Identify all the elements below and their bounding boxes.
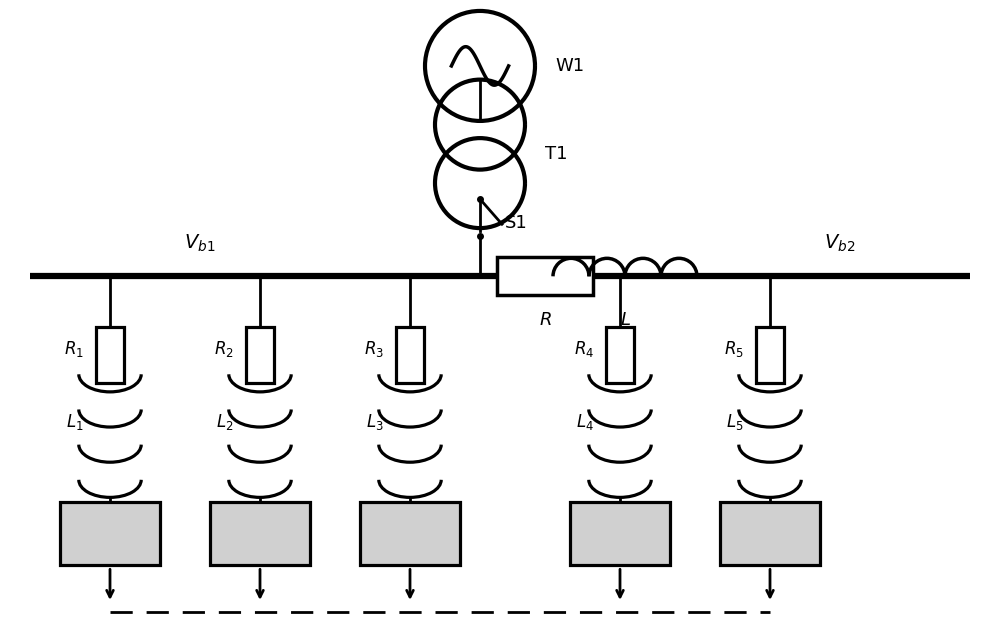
Text: $R$: $R$ xyxy=(539,311,551,329)
Text: $R_1$: $R_1$ xyxy=(64,339,84,359)
Bar xyxy=(396,327,424,383)
Text: $L_5$: $L_5$ xyxy=(726,412,744,432)
Text: DG4: DG4 xyxy=(600,525,640,543)
Text: S1: S1 xyxy=(505,214,528,232)
Text: T1: T1 xyxy=(545,145,568,163)
Bar xyxy=(720,502,820,565)
Bar xyxy=(497,257,593,295)
Bar xyxy=(360,502,460,565)
Bar xyxy=(96,327,124,383)
Text: $L_4$: $L_4$ xyxy=(576,412,594,432)
Text: $R_5$: $R_5$ xyxy=(724,339,744,359)
Bar xyxy=(570,502,670,565)
Bar xyxy=(210,502,310,565)
Text: $L_1$: $L_1$ xyxy=(66,412,84,432)
Text: $V_{b2}$: $V_{b2}$ xyxy=(824,233,856,254)
Text: W1: W1 xyxy=(555,57,584,75)
Text: $R_4$: $R_4$ xyxy=(574,339,594,359)
Text: $L$: $L$ xyxy=(620,311,630,329)
Text: DG1: DG1 xyxy=(90,525,130,543)
Bar xyxy=(756,327,784,383)
Text: $V_{b1}$: $V_{b1}$ xyxy=(184,233,216,254)
Text: DG3: DG3 xyxy=(390,525,430,543)
Text: $R_2$: $R_2$ xyxy=(214,339,234,359)
Text: $L_3$: $L_3$ xyxy=(366,412,384,432)
Text: $L_2$: $L_2$ xyxy=(216,412,234,432)
Bar xyxy=(246,327,274,383)
Bar xyxy=(606,327,634,383)
Bar xyxy=(60,502,160,565)
Text: $R_3$: $R_3$ xyxy=(364,339,384,359)
Text: DG2: DG2 xyxy=(240,525,280,543)
Text: DG5: DG5 xyxy=(750,525,790,543)
